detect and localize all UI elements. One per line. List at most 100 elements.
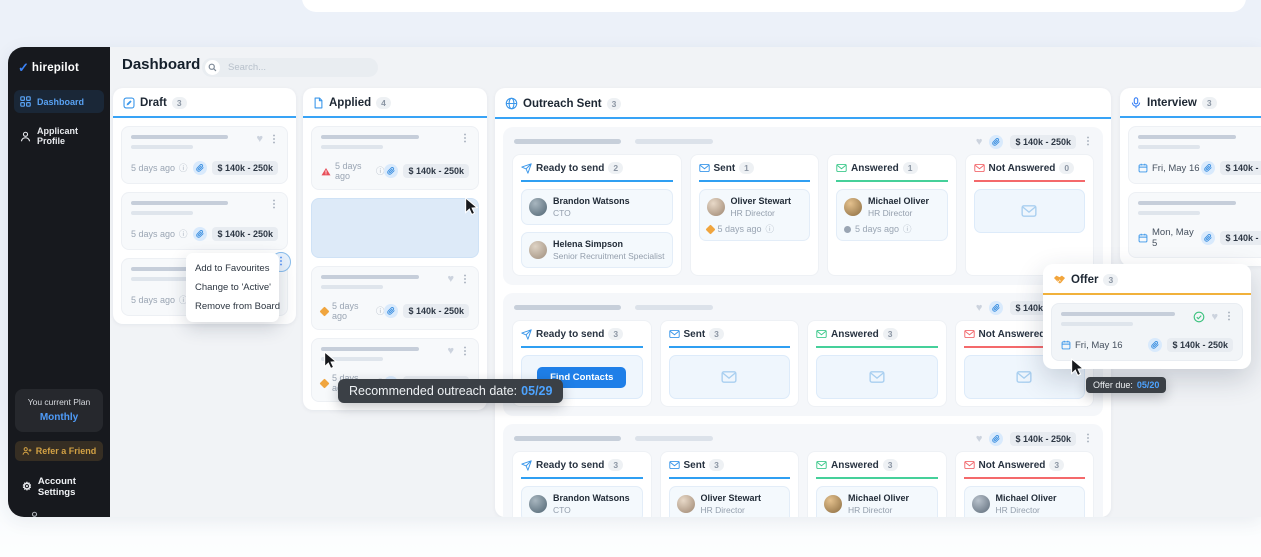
offer-icon — [1053, 273, 1066, 286]
attachment-paperclip-icon[interactable] — [193, 161, 208, 175]
card-date: Fri, May 16 — [1152, 162, 1200, 174]
sidebar-item-account-settings[interactable]: ⚙ Account Settings — [15, 474, 103, 500]
card-meta: Fri, May 16 — [1061, 340, 1123, 351]
attachment-paperclip-icon[interactable] — [193, 227, 208, 241]
status-dot-icon — [844, 225, 851, 233]
attachment-paperclip-icon[interactable] — [384, 164, 399, 178]
attachment-paperclip-icon[interactable] — [1148, 338, 1163, 352]
contact-status: 5 days ago ⓘ — [844, 224, 940, 234]
logo-text: hirepilot — [31, 61, 80, 74]
job-card[interactable]: ♥⋮Fri, May 16$ 140k - 250k — [1128, 126, 1261, 184]
sidebar-item-partial[interactable] — [15, 509, 103, 517]
contact-card[interactable]: Brandon Watsons CTO — [521, 189, 673, 225]
card-menu-icon[interactable]: ⋮ — [460, 345, 470, 357]
skeleton-line — [1061, 312, 1175, 316]
salary-badge: $ 140k - 250k — [1167, 338, 1233, 352]
stage-title: Ready to send — [536, 328, 605, 340]
attachment-paperclip-icon[interactable] — [1201, 161, 1216, 175]
attachment-paperclip-icon[interactable] — [989, 135, 1004, 149]
card-menu-icon[interactable]: ⋮ — [460, 133, 470, 144]
card-menu-icon[interactable]: ⋮ — [1224, 311, 1234, 322]
menu-item-change-to-active[interactable]: Change to 'Active' — [195, 282, 271, 293]
search-bar[interactable] — [202, 58, 378, 77]
outreach-group-card[interactable]: ♥ $ 140k - 250k ⋮ Ready to send 3 Brandon Wat… — [503, 424, 1103, 517]
skeleton-line — [131, 145, 193, 149]
favourite-heart-icon[interactable]: ♥ — [447, 345, 454, 357]
job-card[interactable]: ♥⋮Mon, May 5$ 140k - 250k — [1128, 192, 1261, 258]
stage-title: Answered — [831, 459, 879, 471]
menu-item-add-to-favourites[interactable]: Add to Favourites — [195, 263, 270, 274]
skeleton-line — [1138, 211, 1201, 215]
job-card[interactable]: ♥ ⋮ Fri, May 16 $ 140k - 250k — [1051, 303, 1243, 361]
column-body: ⋮ 5 days ago ⓘ $ 140k - 250k ♥ ⋮ 5 days ago ⓘ $ … — [303, 118, 487, 410]
column-title: Interview — [1147, 97, 1197, 109]
search-input[interactable] — [226, 61, 360, 74]
card-menu-icon[interactable]: ⋮ — [269, 133, 279, 145]
contact-role: HR Director — [730, 208, 775, 218]
refer-a-friend-button[interactable]: Refer a Friend — [15, 441, 103, 461]
stage-header: Ready to send 3 — [521, 328, 643, 348]
attachment-paperclip-icon[interactable] — [989, 301, 1004, 315]
stage-dropzone[interactable] — [816, 355, 938, 399]
menu-item-remove-from-board[interactable]: Remove from Board — [195, 301, 281, 312]
drag-drop-placeholder[interactable] — [311, 198, 479, 258]
person-plus-icon — [22, 446, 32, 456]
attachment-paperclip-icon[interactable] — [989, 432, 1004, 446]
card-menu-icon[interactable]: ⋮ — [460, 273, 470, 285]
contact-role: HR Director — [995, 505, 1040, 515]
favourite-heart-icon[interactable]: ♥ — [975, 432, 983, 445]
salary-badge: $ 140k - 250k — [403, 304, 469, 318]
favourite-heart-icon[interactable]: ♥ — [256, 133, 263, 145]
sidebar-item-applicant-profile[interactable]: Applicant Profile — [14, 120, 104, 152]
stage-dropzone[interactable] — [668, 355, 790, 399]
card-actions: ⋮ — [269, 200, 279, 210]
stage-dropzone[interactable] — [973, 189, 1085, 233]
ready-to-send-icon — [521, 328, 532, 340]
attachment-paperclip-icon[interactable] — [1201, 231, 1216, 245]
card-menu-icon[interactable]: ⋮ — [1083, 433, 1093, 444]
outreach-group-card[interactable]: ♥ $ 140k - 250k ⋮ Ready to send 2 Brandon Wat… — [503, 127, 1103, 285]
card-menu-icon[interactable]: ⋮ — [269, 199, 279, 210]
contact-card[interactable]: Brandon Watsons CTO — [521, 486, 643, 517]
warning-diamond-icon — [319, 378, 330, 388]
sidebar-item-dashboard[interactable]: Dashboard — [14, 90, 104, 113]
plan-caption: You current Plan — [27, 397, 91, 407]
skeleton-line — [131, 211, 193, 215]
card-age: 5 days ago — [131, 229, 176, 239]
column-count: 3 — [1201, 97, 1217, 109]
contact-name: Oliver Stewart — [700, 493, 762, 503]
column-count: 3 — [606, 97, 622, 110]
stage-sent: Sent 3 — [659, 320, 799, 407]
contact-card[interactable]: Helena Simpson Senior Recruitment Special… — [521, 232, 673, 268]
favourite-heart-icon[interactable]: ♥ — [975, 301, 983, 314]
attachment-paperclip-icon[interactable] — [384, 304, 399, 318]
avatar — [971, 495, 990, 513]
favourite-heart-icon[interactable]: ♥ — [447, 273, 454, 285]
not-answered-placeholder-icon — [1021, 204, 1037, 218]
person-icon — [29, 511, 40, 517]
person-icon — [20, 131, 31, 142]
warning-diamond-icon — [705, 224, 715, 234]
not-answered-placeholder-icon — [1016, 370, 1032, 384]
contact-name: Brandon Watsons — [553, 196, 630, 206]
favourite-heart-icon[interactable]: ♥ — [975, 135, 983, 148]
favourite-heart-icon[interactable]: ♥ — [1211, 310, 1218, 323]
tooltip-label: Offer due: — [1093, 380, 1133, 390]
stage-ready-to-send: Ready to send 2 Brandon Watsons CTO Helena S… — [512, 154, 682, 276]
salary-badge: $ 140k - 250k — [212, 227, 278, 241]
card-menu-icon[interactable]: ⋮ — [1083, 136, 1093, 147]
card-footer: Fri, May 16 $ 140k - 250k — [1061, 338, 1233, 352]
skeleton-line — [1138, 145, 1201, 149]
